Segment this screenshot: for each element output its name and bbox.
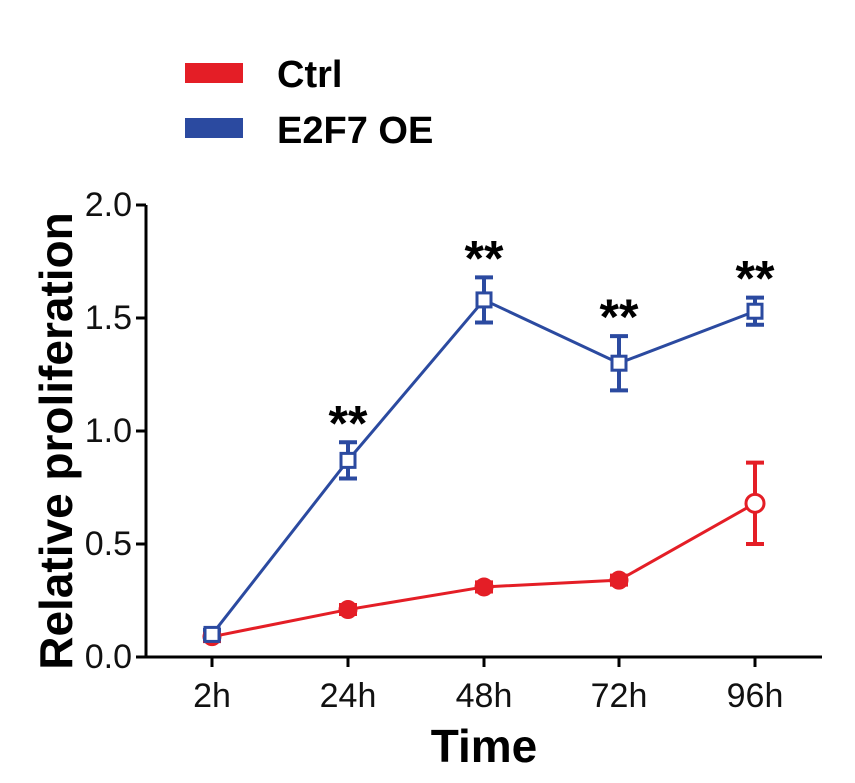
- y-tick-label: 0.5: [85, 525, 132, 563]
- x-ticks: 2h 24h 48h 72h 96h: [193, 657, 783, 715]
- data-point: [744, 492, 766, 514]
- data-point: [338, 600, 358, 620]
- x-tick-label: 24h: [320, 677, 377, 715]
- data-point: [474, 577, 494, 597]
- data-point: [610, 354, 628, 372]
- y-axis: 0.0 0.5 1.0 1.5 2.0: [85, 186, 148, 676]
- legend-swatch-ctrl: [185, 63, 243, 83]
- data-point: [339, 451, 357, 469]
- series-e2f7-oe: [203, 275, 764, 643]
- significance-mark: **: [329, 395, 368, 451]
- x-axis: 2h 24h 48h 72h 96h: [146, 655, 822, 715]
- x-axis-title: Time: [431, 720, 538, 772]
- legend-label-ctrl: Ctrl: [277, 54, 342, 96]
- series-line: [211, 502, 756, 639]
- data-point: [609, 570, 629, 590]
- y-tick-label: 1.0: [85, 412, 132, 450]
- y-tick-label: 1.5: [85, 299, 132, 337]
- series-layer: [202, 275, 766, 647]
- x-tick-label: 72h: [591, 677, 648, 715]
- y-ticks: 0.0 0.5 1.0 1.5 2.0: [85, 186, 146, 676]
- x-tick-label: 48h: [456, 677, 513, 715]
- series-ctrl: [202, 460, 766, 647]
- x-tick-label: 96h: [727, 677, 784, 715]
- significance-mark: **: [600, 289, 639, 345]
- significance-mark: **: [465, 230, 504, 286]
- data-point: [475, 291, 493, 309]
- data-point: [746, 302, 764, 320]
- legend-swatch-e2f7: [185, 118, 243, 138]
- legend-label-e2f7: E2F7 OE: [277, 110, 433, 152]
- data-point: [203, 625, 221, 643]
- y-tick-label: 0.0: [85, 638, 132, 676]
- significance-annotations: ** ** ** **: [329, 230, 775, 451]
- y-tick-label: 2.0: [85, 186, 132, 224]
- y-axis-title: Relative proliferation: [30, 212, 82, 670]
- legend: Ctrl E2F7 OE: [185, 54, 433, 152]
- x-tick-label: 2h: [193, 677, 231, 715]
- significance-mark: **: [736, 251, 775, 307]
